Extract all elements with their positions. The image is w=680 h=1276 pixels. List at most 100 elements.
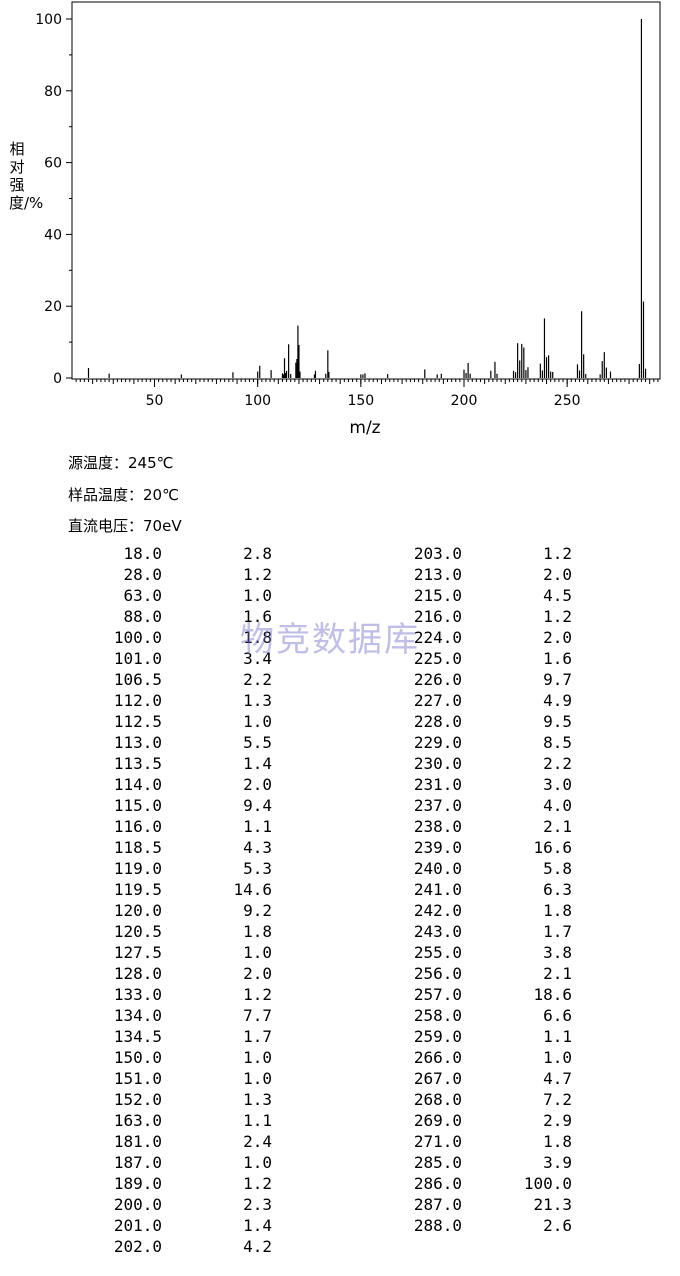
dc-voltage: 直流电压：70eV (68, 517, 182, 535)
peak-mz: 120.5 (113, 922, 162, 941)
peak-mz: 152.0 (113, 1090, 162, 1109)
peak-mz: 227.0 (413, 691, 462, 710)
peak-mz: 202.0 (113, 1237, 162, 1256)
x-tick-label: 250 (554, 393, 581, 409)
y-tick-label: 40 (44, 227, 62, 243)
peak-intensity: 1.2 (543, 544, 572, 563)
peak-mz: 200.0 (113, 1195, 162, 1214)
peak-intensity: 1.8 (543, 1132, 572, 1151)
peak-intensity: 2.2 (243, 670, 272, 689)
peak-intensity: 1.8 (243, 922, 272, 941)
peak-mz: 28.0 (123, 565, 162, 584)
peak-intensity: 4.0 (543, 796, 572, 815)
peak-mz: 243.0 (413, 922, 462, 941)
peak-intensity: 6.6 (543, 1006, 572, 1025)
peak-mz: 240.0 (413, 859, 462, 878)
peak-mz: 257.0 (413, 985, 462, 1004)
peak-mz: 266.0 (413, 1048, 462, 1067)
peak-mz: 113.5 (113, 754, 162, 773)
peak-intensity: 1.0 (543, 1048, 572, 1067)
peak-mz: 88.0 (123, 607, 162, 626)
peak-intensity: 1.6 (243, 607, 272, 626)
peak-intensity: 18.6 (533, 985, 572, 1004)
peak-mz: 127.5 (113, 943, 162, 962)
peak-mz: 258.0 (413, 1006, 462, 1025)
peak-intensity: 1.3 (243, 1090, 272, 1109)
peak-intensity: 7.7 (243, 1006, 272, 1025)
peak-mz: 203.0 (413, 544, 462, 563)
y-tick-label: 0 (53, 371, 62, 387)
peak-mz: 115.0 (113, 796, 162, 815)
peak-mz: 213.0 (413, 565, 462, 584)
peak-intensity: 2.1 (543, 964, 572, 983)
peak-mz: 255.0 (413, 943, 462, 962)
peak-mz: 231.0 (413, 775, 462, 794)
peak-intensity: 4.2 (243, 1237, 272, 1256)
peak-intensity: 4.5 (543, 586, 572, 605)
peak-mz: 239.0 (413, 838, 462, 857)
x-axis-label: m/z (349, 418, 380, 438)
peak-mz: 151.0 (113, 1069, 162, 1088)
peak-intensity: 21.3 (533, 1195, 572, 1214)
peak-intensity: 1.7 (243, 1027, 272, 1046)
peak-mz: 116.0 (113, 817, 162, 836)
y-tick-label: 20 (44, 299, 62, 315)
peak-intensity: 2.6 (543, 1216, 572, 1235)
peak-intensity: 4.9 (543, 691, 572, 710)
x-tick-label: 50 (146, 393, 164, 409)
peak-intensity: 6.3 (543, 880, 572, 899)
watermark: 物竞数据库 (240, 620, 420, 660)
plot-frame (71, 1, 661, 380)
peak-mz: 18.0 (123, 544, 162, 563)
peak-intensity: 9.2 (243, 901, 272, 920)
peak-mz: 216.0 (413, 607, 462, 626)
peak-mz: 287.0 (413, 1195, 462, 1214)
peak-intensity: 2.9 (543, 1111, 572, 1130)
peak-intensity: 3.0 (543, 775, 572, 794)
peak-intensity: 1.7 (543, 922, 572, 941)
peak-intensity: 1.4 (243, 754, 272, 773)
sample-temperature: 样品温度：20℃ (68, 486, 179, 504)
peak-intensity: 2.0 (243, 775, 272, 794)
peak-mz: 133.0 (113, 985, 162, 1004)
peak-mz: 256.0 (413, 964, 462, 983)
peak-mz: 113.0 (113, 733, 162, 752)
peak-intensity: 1.0 (243, 1069, 272, 1088)
peak-mz: 215.0 (413, 586, 462, 605)
peak-mz: 100.0 (113, 628, 162, 647)
peak-intensity: 1.2 (243, 1174, 272, 1193)
peak-mz: 114.0 (113, 775, 162, 794)
peak-intensity: 1.8 (243, 628, 272, 647)
y-axis-label: 相对强度/% (6, 140, 43, 212)
peak-mz: 150.0 (113, 1048, 162, 1067)
peak-mz: 101.0 (113, 649, 162, 668)
peak-mz: 118.5 (113, 838, 162, 857)
peak-intensity: 5.3 (243, 859, 272, 878)
peak-mz: 134.5 (113, 1027, 162, 1046)
peak-intensity: 1.0 (243, 943, 272, 962)
peak-mz: 163.0 (113, 1111, 162, 1130)
peak-mz: 288.0 (413, 1216, 462, 1235)
mass-spectrum-chart: 0 20 40 60 80 100 50 100 150 200 250 m/z (35, 1, 661, 438)
peak-intensity: 1.1 (543, 1027, 572, 1046)
peak-intensity: 2.0 (543, 565, 572, 584)
peak-mz: 242.0 (413, 901, 462, 920)
peak-mz: 259.0 (413, 1027, 462, 1046)
y-tick-label: 80 (44, 84, 62, 100)
peak-mz: 237.0 (413, 796, 462, 815)
peak-mz: 228.0 (413, 712, 462, 731)
peak-mz: 106.5 (113, 670, 162, 689)
peak-intensity: 2.0 (243, 964, 272, 983)
peak-mz: 187.0 (113, 1153, 162, 1172)
peak-intensity: 3.9 (543, 1153, 572, 1172)
peak-intensity: 5.5 (243, 733, 272, 752)
y-tick-label: 60 (44, 156, 62, 172)
peak-intensity: 3.4 (243, 649, 272, 668)
peak-intensity: 4.3 (243, 838, 272, 857)
peak-intensity: 1.0 (243, 586, 272, 605)
peak-mz: 224.0 (413, 628, 462, 647)
peak-intensity: 8.5 (543, 733, 572, 752)
peak-mz: 134.0 (113, 1006, 162, 1025)
peak-intensity: 1.0 (243, 712, 272, 731)
peak-mz: 285.0 (413, 1153, 462, 1172)
